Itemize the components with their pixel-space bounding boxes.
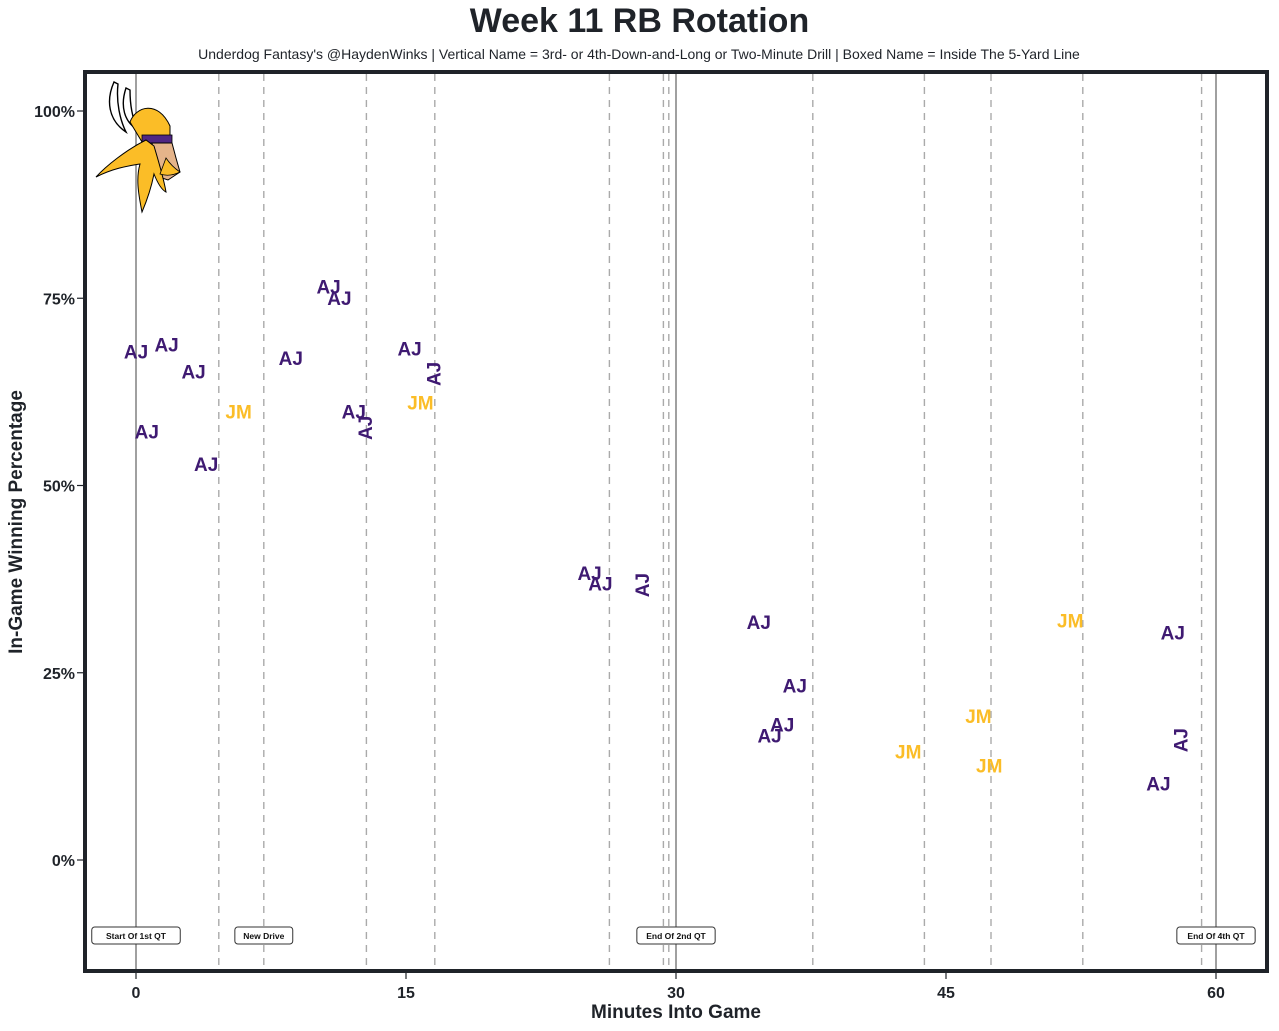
x-tick-label: 15 [397,985,415,1002]
y-tick-label: 0% [52,853,75,870]
annotation-box: Start Of 1st QT [91,926,181,945]
annotation-box: End Of 2nd QT [636,926,716,945]
data-point-jm: JM [225,402,251,423]
plot-frame [83,70,1269,973]
data-point-jm: JM [976,757,1002,778]
data-point-aj: AJ [356,416,377,440]
annotation-text: Start Of 1st QT [106,931,167,941]
data-point-aj: AJ [588,575,612,596]
vikings-logo-icon [95,81,181,214]
annotation-text: End Of 2nd QT [646,931,706,941]
data-point-aj: AJ [397,339,421,360]
data-point-jm: JM [1057,611,1083,632]
data-point-aj: AJ [194,455,218,476]
annotation-text: End Of 4th QT [1187,931,1245,941]
x-tick-label: 60 [1207,985,1225,1002]
data-point-aj: AJ [770,715,794,736]
chart-title: Week 11 RB Rotation [469,2,810,40]
x-tick-label: 30 [667,985,685,1002]
x-axis-label: Minutes Into Game [591,1002,761,1023]
data-point-aj: AJ [279,349,303,370]
y-tick-label: 50% [43,479,75,496]
x-axis-ticks: 0 15 30 45 60 [132,973,1225,1002]
data-point-aj: AJ [327,289,351,310]
data-point-jm: JM [895,742,921,763]
data-point-aj: AJ [1161,623,1185,644]
y-tick-label: 25% [43,666,75,683]
annotation-box: End Of 4th QT [1176,926,1256,945]
chart-subtitle: Underdog Fantasy's @HaydenWinks | Vertic… [198,46,1080,62]
y-axis-label: In-Game Winning Percentage [6,390,27,654]
data-point-aj: AJ [342,402,366,423]
data-point-aj: AJ [747,613,771,634]
y-tick-label: 100% [34,104,75,121]
data-point-aj: AJ [1171,728,1192,752]
data-point-aj: AJ [135,423,159,444]
data-point-aj: AJ [124,342,148,363]
x-tick-label: 0 [132,985,141,1002]
y-axis-ticks: 0% 25% 50% 75% 100% [34,104,83,870]
quarter-lines [135,74,1217,969]
annotations: Start Of 1st QT New Drive End Of 2nd QT End… [91,926,1256,945]
data-point-jm: JM [407,393,433,414]
annotation-text: New Drive [243,931,284,941]
data-point-jm: JM [965,707,991,728]
data-point-aj: AJ [633,573,654,597]
x-tick-label: 45 [937,985,955,1002]
data-point-aj: AJ [1146,775,1170,796]
annotation-box: New Drive [234,926,294,945]
y-tick-label: 75% [43,291,75,308]
data-point-aj: AJ [577,564,601,585]
data-point-aj: AJ [757,727,781,748]
drive-lines [218,74,1203,969]
data-point-aj: AJ [424,362,445,386]
data-point-aj: AJ [783,676,807,697]
data-point-aj: AJ [181,363,205,384]
data-point-aj: AJ [154,336,178,357]
data-point-aj: AJ [316,277,340,298]
